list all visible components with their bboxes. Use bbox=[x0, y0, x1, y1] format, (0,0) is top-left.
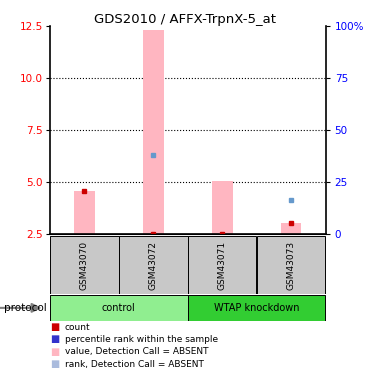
Bar bbox=[188, 236, 256, 294]
Bar bbox=[50, 236, 119, 294]
Bar bbox=[50, 295, 188, 321]
Text: value, Detection Call = ABSENT: value, Detection Call = ABSENT bbox=[65, 347, 208, 356]
Text: rank, Detection Call = ABSENT: rank, Detection Call = ABSENT bbox=[65, 360, 204, 369]
Bar bbox=[143, 30, 164, 234]
Bar bbox=[257, 236, 325, 294]
Bar bbox=[119, 236, 188, 294]
Text: ■: ■ bbox=[50, 334, 59, 344]
Text: WTAP knockdown: WTAP knockdown bbox=[214, 303, 299, 313]
Text: protocol: protocol bbox=[4, 303, 47, 313]
Text: ■: ■ bbox=[50, 359, 59, 369]
Text: count: count bbox=[65, 322, 90, 332]
Text: percentile rank within the sample: percentile rank within the sample bbox=[65, 335, 218, 344]
Text: ■: ■ bbox=[50, 322, 59, 332]
Text: GDS2010 / AFFX-TrpnX-5_at: GDS2010 / AFFX-TrpnX-5_at bbox=[94, 13, 276, 26]
Text: GSM43073: GSM43073 bbox=[287, 241, 296, 290]
Text: GSM43070: GSM43070 bbox=[80, 241, 89, 290]
Text: control: control bbox=[102, 303, 136, 313]
Text: GSM43072: GSM43072 bbox=[149, 241, 158, 290]
Text: ■: ■ bbox=[50, 347, 59, 357]
Text: GSM43071: GSM43071 bbox=[218, 241, 227, 290]
Bar bbox=[212, 181, 233, 234]
Bar bbox=[74, 190, 95, 234]
Bar bbox=[188, 295, 325, 321]
Bar bbox=[281, 223, 302, 234]
